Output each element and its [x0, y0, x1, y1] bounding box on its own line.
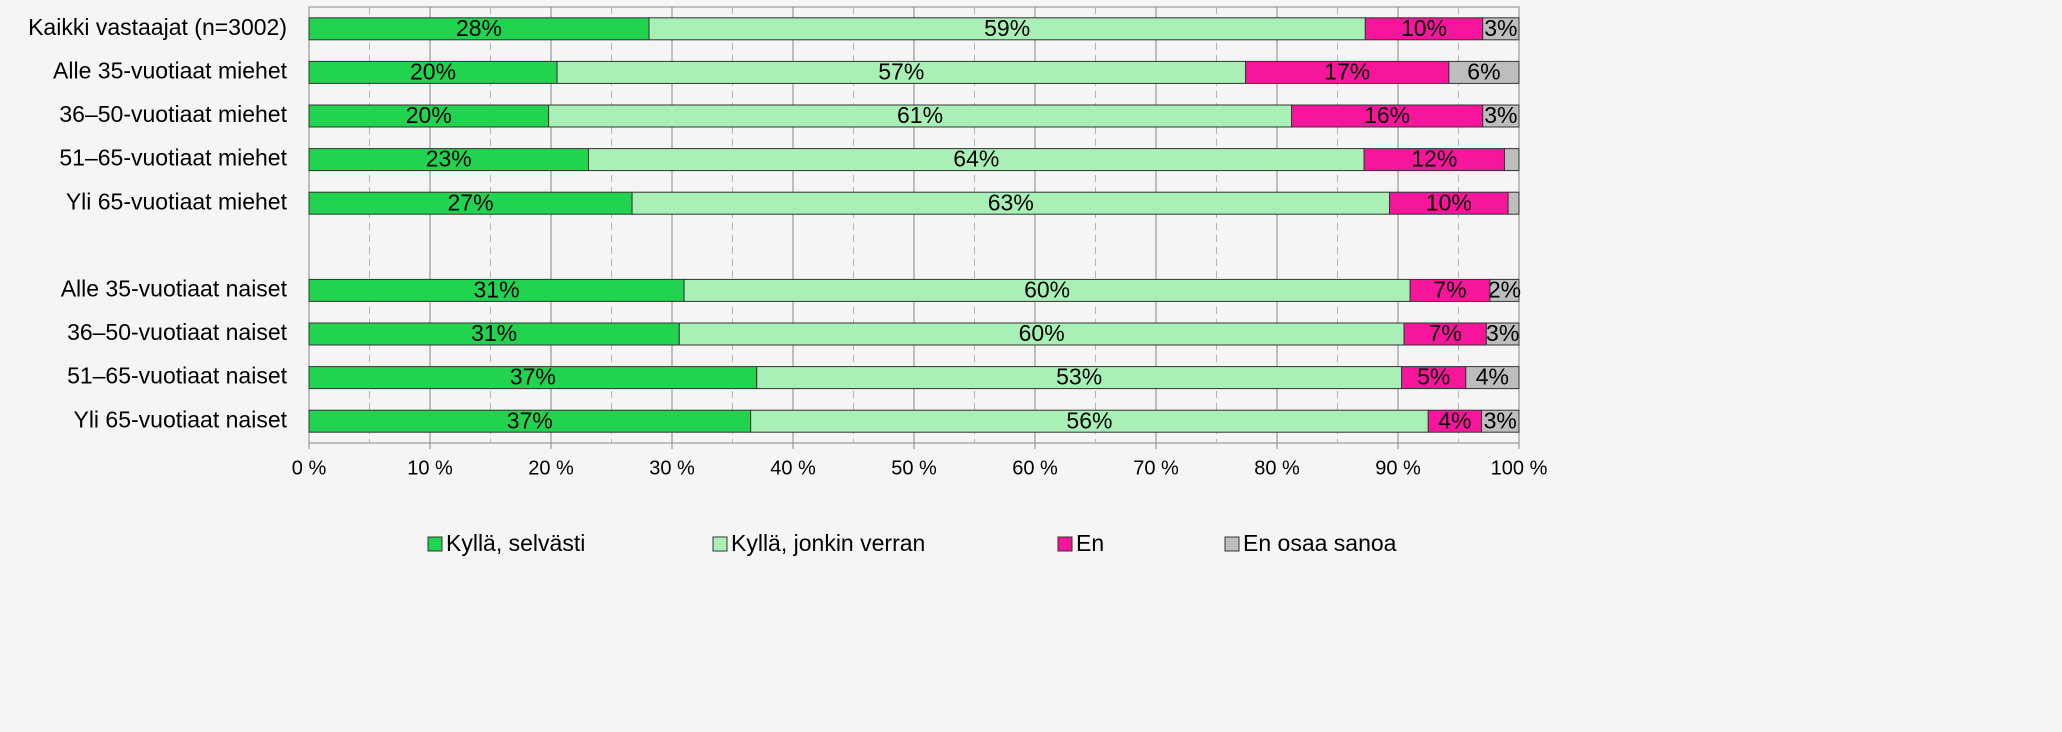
data-label: 53%: [1056, 364, 1102, 390]
legend-label: Kyllä, selvästi: [446, 530, 585, 556]
x-tick-label: 70 %: [1133, 457, 1179, 479]
y-tick-label: Alle 35-vuotiaat naiset: [61, 275, 288, 301]
x-tick-label: 50 %: [891, 457, 937, 479]
x-tick-label: 30 %: [649, 457, 695, 479]
data-label: 60%: [1024, 276, 1070, 302]
data-label: 12%: [1411, 146, 1457, 172]
legend-label: Kyllä, jonkin verran: [731, 530, 925, 556]
bar-segment: [1448, 60, 1520, 84]
x-tick-label: 0 %: [292, 457, 327, 479]
data-label: 59%: [984, 15, 1030, 41]
x-tick-label: 100 %: [1491, 457, 1548, 479]
data-label: 56%: [1066, 407, 1112, 433]
y-tick-label: Yli 65-vuotiaat miehet: [66, 188, 288, 214]
data-label: 7%: [1429, 320, 1462, 346]
y-tick-label: Alle 35-vuotiaat miehet: [53, 57, 288, 83]
bar-segment: [1485, 322, 1520, 346]
data-label: 3%: [1484, 102, 1517, 128]
legend-swatch: [1224, 536, 1240, 552]
data-label: 4%: [1476, 364, 1509, 390]
x-tick-label: 90 %: [1375, 457, 1421, 479]
bar-segment: [1482, 17, 1520, 41]
data-label: 27%: [448, 189, 494, 215]
data-label: 17%: [1324, 58, 1370, 84]
data-label: 4%: [1438, 407, 1471, 433]
x-tick-label: 40 %: [770, 457, 816, 479]
data-label: 37%: [510, 364, 556, 390]
data-label: 63%: [988, 189, 1034, 215]
data-label: 64%: [953, 146, 999, 172]
x-tick-label: 80 %: [1254, 457, 1300, 479]
legend-swatch: [427, 536, 443, 552]
data-label: 10%: [1426, 189, 1472, 215]
data-label: 31%: [471, 320, 517, 346]
legend-swatch: [1057, 536, 1073, 552]
data-label: 20%: [410, 58, 456, 84]
bar-segment: [1503, 148, 1520, 172]
data-label: 5%: [1417, 364, 1450, 390]
x-tick-label: 60 %: [1012, 457, 1058, 479]
data-label: 3%: [1484, 15, 1517, 41]
data-label: 23%: [426, 146, 472, 172]
data-label: 6%: [1467, 58, 1500, 84]
data-label: 60%: [1019, 320, 1065, 346]
y-tick-label: 36–50-vuotiaat miehet: [59, 101, 287, 127]
x-tick-label: 20 %: [528, 457, 574, 479]
data-label: 16%: [1364, 102, 1410, 128]
y-tick-label: Yli 65-vuotiaat naiset: [73, 406, 287, 432]
legend-swatch: [712, 536, 728, 552]
x-tick-label: 10 %: [407, 457, 453, 479]
bar-segment: [1480, 409, 1520, 433]
legend-label: En osaa sanoa: [1243, 530, 1397, 556]
y-tick-label: Kaikki vastaajat (n=3002): [28, 14, 287, 40]
data-label: 20%: [406, 102, 452, 128]
y-tick-label: 36–50-vuotiaat naiset: [67, 319, 288, 345]
y-tick-label: 51–65-vuotiaat naiset: [67, 363, 288, 389]
bar-segment: [1489, 278, 1520, 302]
y-tick-label: 51–65-vuotiaat miehet: [59, 145, 287, 171]
data-label: 3%: [1486, 320, 1519, 346]
bar-segment: [1507, 191, 1520, 215]
data-label: 28%: [456, 15, 502, 41]
data-label: 3%: [1484, 407, 1517, 433]
data-label: 10%: [1401, 15, 1447, 41]
data-label: 2%: [1488, 276, 1521, 302]
data-label: 57%: [878, 58, 924, 84]
data-label: 61%: [897, 102, 943, 128]
data-label: 31%: [474, 276, 520, 302]
legend-label: En: [1076, 530, 1104, 556]
data-label: 7%: [1433, 276, 1466, 302]
bar-segment: [1482, 104, 1520, 128]
bar-segment: [1465, 366, 1520, 390]
data-label: 37%: [507, 407, 553, 433]
